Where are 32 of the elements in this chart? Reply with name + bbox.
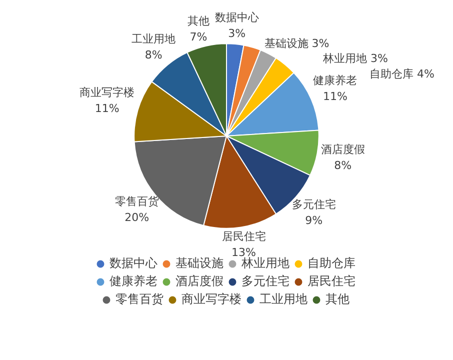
slice-label: 商业写字楼 [80, 86, 135, 100]
legend-label: 数据中心 [110, 256, 158, 270]
slice-label: 数据中心 [214, 10, 259, 24]
legend-label: 自助仓库 [308, 256, 356, 270]
data-label: 9% [305, 214, 323, 227]
legend-label: 酒店度假 [176, 274, 224, 288]
legend-label: 零售百货 [116, 292, 164, 306]
legend-label: 多元住宅 [242, 274, 290, 288]
slice-label: 其他 [187, 14, 210, 28]
data-label: 11% [94, 102, 120, 116]
data-label: 11% [322, 90, 348, 103]
legend-label: 林业用地 [240, 256, 290, 270]
slice-label: 多元住宅 [292, 198, 336, 211]
data-label: 8% [334, 159, 352, 172]
category-label: 自助仓库 4% [369, 68, 434, 81]
slice-label: 酒店度假 [320, 143, 365, 156]
category-label: 基础设施 3% [264, 36, 330, 50]
legend-label: 工业用地 [260, 292, 308, 306]
category-label: 林业用地 3% [323, 52, 388, 66]
legend-label: 其他 [326, 292, 350, 306]
slice-label: 居民住宅 [222, 230, 266, 243]
slice-label: 工业用地 [132, 32, 176, 46]
data-label: 7% [190, 30, 208, 44]
legend-label: 居民住宅 [308, 274, 356, 288]
data-label: 8% [144, 48, 162, 62]
slice-label: 零售百货 [114, 195, 159, 208]
legend-label: 商业写字楼 [182, 292, 242, 306]
slice-label: 健康养老 [313, 74, 358, 87]
data-label: 3% [228, 26, 246, 40]
legend-label: 基础设施 [176, 256, 224, 270]
legend-label: 健康养老 [110, 274, 158, 288]
data-label: 20% [124, 211, 150, 224]
